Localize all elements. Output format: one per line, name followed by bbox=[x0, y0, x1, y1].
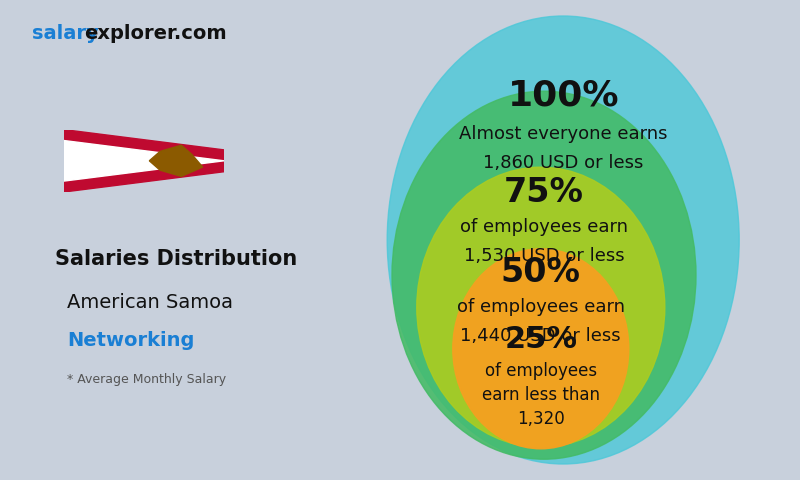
Text: of employees: of employees bbox=[485, 362, 597, 380]
Text: of employees earn: of employees earn bbox=[460, 218, 628, 236]
Text: 100%: 100% bbox=[507, 79, 619, 113]
Polygon shape bbox=[64, 130, 224, 161]
Text: * Average Monthly Salary: * Average Monthly Salary bbox=[67, 372, 226, 386]
Polygon shape bbox=[64, 141, 224, 181]
Text: salary: salary bbox=[32, 24, 98, 43]
Text: 1,860 USD or less: 1,860 USD or less bbox=[483, 154, 643, 172]
Text: 25%: 25% bbox=[504, 324, 578, 354]
Text: Almost everyone earns: Almost everyone earns bbox=[459, 125, 667, 144]
Ellipse shape bbox=[453, 249, 629, 449]
Text: 1,440 USD or less: 1,440 USD or less bbox=[461, 327, 621, 345]
Text: Networking: Networking bbox=[67, 331, 194, 350]
Text: Salaries Distribution: Salaries Distribution bbox=[54, 249, 297, 269]
Text: of employees earn: of employees earn bbox=[457, 298, 625, 316]
Polygon shape bbox=[64, 161, 224, 192]
Ellipse shape bbox=[387, 16, 739, 464]
Text: 75%: 75% bbox=[504, 176, 584, 208]
Polygon shape bbox=[150, 145, 202, 176]
Text: 1,320: 1,320 bbox=[517, 410, 565, 428]
Ellipse shape bbox=[392, 91, 696, 459]
Ellipse shape bbox=[417, 167, 665, 447]
Text: earn less than: earn less than bbox=[482, 386, 600, 404]
Text: 50%: 50% bbox=[501, 255, 581, 288]
Text: American Samoa: American Samoa bbox=[67, 293, 233, 312]
Text: 1,530 USD or less: 1,530 USD or less bbox=[464, 247, 624, 265]
Text: explorer.com: explorer.com bbox=[84, 24, 226, 43]
